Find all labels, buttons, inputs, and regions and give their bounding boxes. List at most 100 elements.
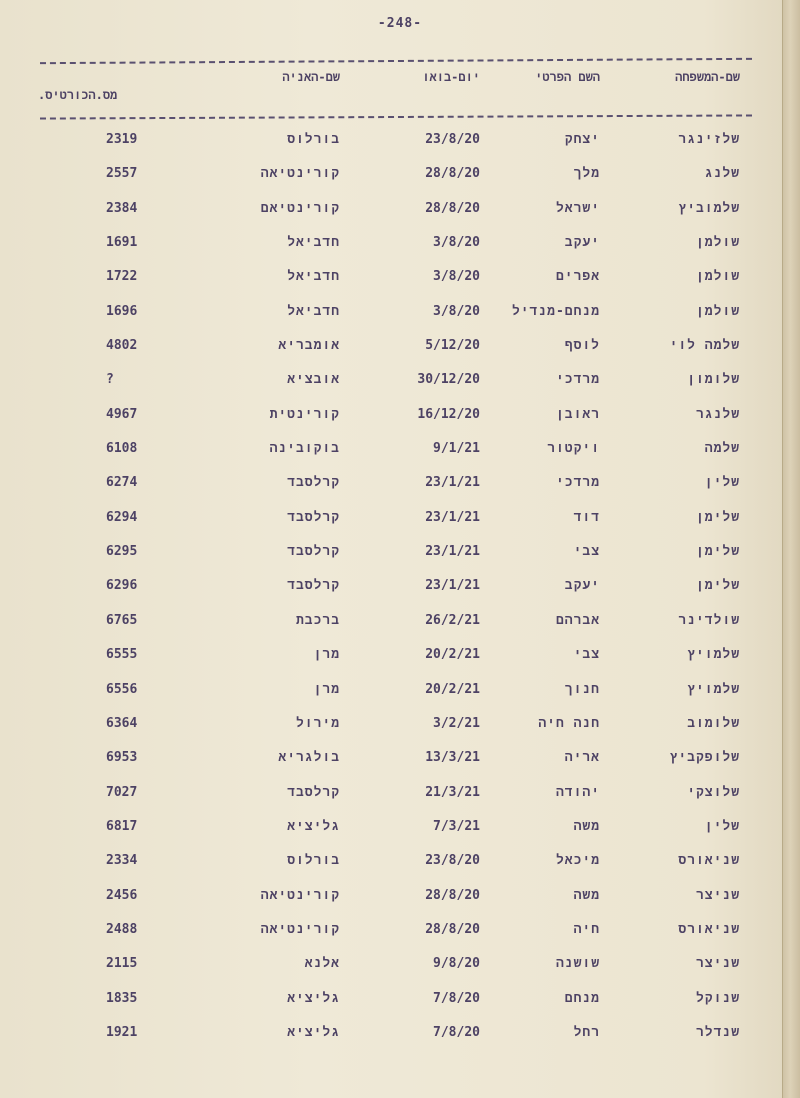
cell-last-name: שלנגר (695, 406, 740, 422)
cell-arrival-date: 7/8/20 (433, 990, 480, 1006)
cell-last-name: שלמויץ (687, 647, 740, 663)
cell-certificate-no: 6555 (106, 647, 138, 663)
cell-arrival-date: 30/12/20 (417, 372, 480, 388)
cell-arrival-date: 23/8/20 (425, 853, 480, 869)
cell-arrival-date: 21/3/21 (425, 784, 480, 800)
cell-last-name: שלופקביץ (669, 750, 740, 766)
table-row: שנוקל מנחם 7/8/20 גליציא 1835 (0, 991, 782, 1025)
cell-first-name: יצחק (564, 132, 600, 147)
table-row: שולדינר אברהם 26/2/21 ברכבת 6765 (0, 613, 782, 647)
cell-ship-name: חדביאל (287, 303, 340, 319)
table-row: שולמן מנחם-מנדיל 3/8/20 חדביאל 1696 (0, 304, 782, 338)
cell-certificate-no: 6274 (106, 475, 138, 491)
cell-certificate-no: 1835 (106, 990, 138, 1006)
table-row: שניאורס חיה 28/8/20 קורינטיאה 2488 (0, 922, 782, 956)
cell-last-name: שלימן (695, 578, 740, 594)
cell-ship-name: אלנא (304, 956, 340, 972)
cell-last-name: שלוצקי (687, 784, 740, 800)
cell-last-name: שלמויץ (687, 681, 740, 697)
cell-last-name: שולדינר (678, 612, 740, 628)
cell-first-name: לוסף (564, 338, 600, 354)
cell-arrival-date: 28/8/20 (425, 166, 480, 182)
cell-last-name: שלנג (704, 166, 740, 182)
table-row: שלומון מרדכי 30/12/20 אובציא? (0, 372, 782, 406)
cell-arrival-date: 13/3/21 (425, 750, 480, 766)
table-row: שלמוביץ ישראל 28/8/20 קורינטיאם 2384 (0, 201, 782, 235)
cell-first-name: מרדכי (555, 372, 600, 388)
cell-last-name: שולמן (695, 303, 740, 319)
cell-certificate-no: 6817 (106, 818, 138, 834)
cell-last-name: שלמה לוי (669, 338, 740, 354)
cell-first-name: ויקטור (547, 441, 600, 457)
cell-last-name: שלימן (695, 509, 740, 525)
cell-arrival-date: 23/1/21 (425, 509, 480, 525)
table-row: שלמויץ צבי 20/2/21 מרן 6555 (0, 647, 782, 681)
cell-arrival-date: 28/8/20 (425, 921, 480, 937)
cell-certificate-no: 1696 (106, 303, 138, 319)
cell-ship-name: קורינטיאה (260, 887, 340, 903)
header-arrival-date: יום-בואו (422, 70, 480, 84)
cell-first-name: יעקב (564, 235, 600, 251)
cell-certificate-no: 6765 (106, 612, 138, 628)
cell-first-name: שושנה (555, 956, 600, 972)
cell-certificate-no: 2115 (106, 956, 138, 972)
cell-arrival-date: 9/8/20 (433, 956, 480, 972)
cell-first-name: יהודה (555, 784, 600, 800)
cell-certificate-no: 4802 (106, 338, 138, 354)
cell-first-name: משה (573, 887, 600, 903)
table-row: שלמויץ חנוך 20/2/21 מרן 6556 (0, 682, 782, 716)
cell-ship-name: בורלוס (287, 853, 340, 869)
header-certificate-no: מס.הכורטיס. (38, 88, 118, 102)
cell-arrival-date: 3/8/20 (433, 269, 480, 285)
cell-last-name: שלימן (695, 544, 740, 560)
cell-ship-name: קורינטיאה (260, 166, 340, 182)
table-row: שלמה לוי לוסף 5/12/20 אומבריא 4802 (0, 338, 782, 372)
cell-arrival-date: 9/1/21 (433, 441, 480, 457)
cell-arrival-date: 16/12/20 (417, 406, 480, 422)
cell-certificate-no: 7027 (106, 784, 138, 800)
cell-first-name: דוד (573, 509, 600, 525)
cell-arrival-date: 3/8/20 (433, 303, 480, 319)
table-row: שלימן יעקב 23/1/21 קרלסבד 6296 (0, 578, 782, 612)
cell-first-name: מיכאל (555, 853, 600, 869)
cell-first-name: מנחם-מנדיל (511, 303, 600, 319)
table-row: שלימן דוד 23/1/21 קרלסבד 6294 (0, 510, 782, 544)
cell-last-name: שנדלר (695, 1024, 740, 1040)
cell-certificate-no: 1691 (106, 235, 138, 251)
cell-ship-name: גליציא (287, 990, 340, 1006)
cell-certificate-no: 6294 (106, 509, 138, 525)
table-row: שניצר שושנה 9/8/20 אלנא 2115 (0, 956, 782, 990)
cell-last-name: שולמן (695, 235, 740, 251)
cell-ship-name: גליציא (287, 818, 340, 834)
cell-ship-name: קורינטית (269, 406, 340, 422)
table-row: שלוצקי יהודה 21/3/21 קרלסבד 7027 (0, 785, 782, 819)
cell-certificate-no: 6295 (106, 544, 138, 560)
cell-arrival-date: 20/2/21 (425, 681, 480, 697)
cell-ship-name: אובציא (287, 372, 340, 388)
cell-certificate-no: 2488 (106, 921, 138, 937)
cell-ship-name: בוקובינה (269, 441, 340, 457)
page-number: -248- (377, 16, 423, 31)
cell-last-name: שלומון (687, 372, 740, 388)
cell-first-name: ראובן (555, 406, 600, 422)
cell-ship-name: קרלסבד (287, 544, 340, 560)
cell-last-name: שלומוב (687, 715, 740, 731)
cell-arrival-date: 7/8/20 (433, 1024, 480, 1040)
cell-first-name: מנחם (564, 990, 600, 1006)
cell-ship-name: מרן (313, 647, 340, 663)
cell-certificate-no: 2557 (106, 166, 138, 182)
table-row: שניצר משה 28/8/20 קורינטיאה 2456 (0, 888, 782, 922)
cell-last-name: שלמה (704, 441, 740, 457)
header-ship-name: שם-האניה (282, 70, 340, 84)
cell-last-name: שלמוביץ (678, 200, 740, 216)
cell-last-name: שניצר (695, 887, 740, 903)
table-row: שלנגר ראובן 16/12/20 קורינטית 4967 (0, 407, 782, 441)
cell-first-name: ישראל (555, 200, 600, 216)
cell-certificate-no: 6953 (106, 750, 138, 766)
table-row: שלין מרדכי 23/1/21 קרלסבד 6274 (0, 475, 782, 509)
cell-last-name: שניאורס (678, 921, 740, 937)
table-row: שניאורס מיכאל 23/8/20 בורלוס 2334 (0, 853, 782, 887)
cell-first-name: חנוך (564, 681, 600, 697)
page-binding-edge (782, 0, 800, 1098)
cell-ship-name: בורלוס (287, 132, 340, 147)
